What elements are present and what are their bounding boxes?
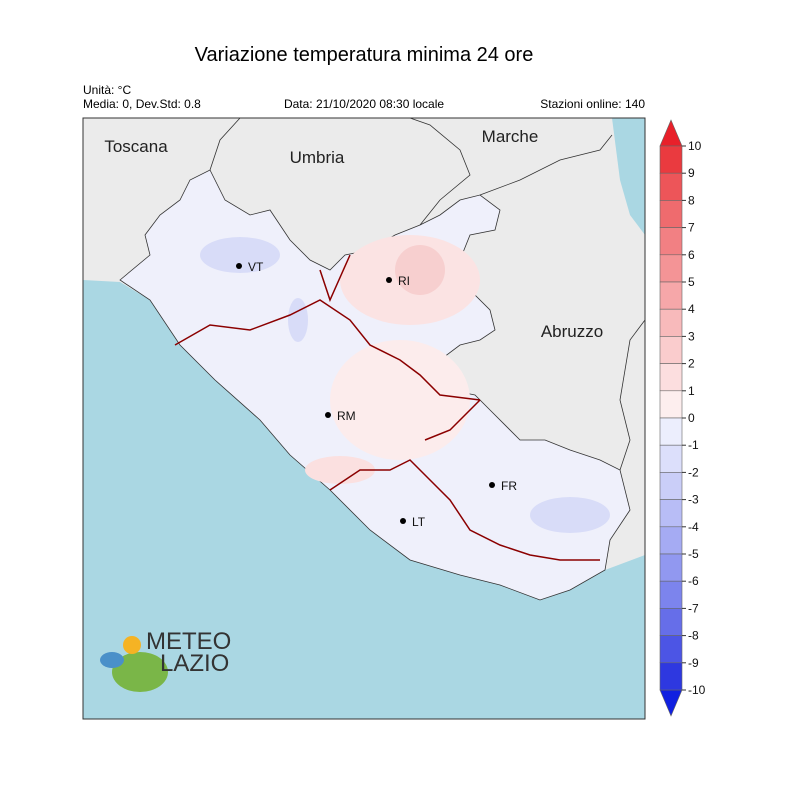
province-border xyxy=(424,399,481,441)
colorbar-tick-label: 1 xyxy=(688,384,695,398)
date: Data: 21/10/2020 08:30 locale xyxy=(284,97,444,111)
colorbar-box xyxy=(659,526,683,555)
colorbar-box xyxy=(659,336,683,364)
colorbar-tick-label: 9 xyxy=(688,166,695,180)
colorbar-box xyxy=(659,281,683,310)
title: Variazione temperatura minima 24 ore xyxy=(195,44,534,66)
colorbar-box xyxy=(659,363,683,392)
colorbar-tick-label: -7 xyxy=(688,601,699,615)
stations: Stazioni online: 140 xyxy=(540,97,645,111)
region-label: Umbria xyxy=(290,148,345,167)
colorbar-tick-label: 8 xyxy=(688,193,695,207)
colorbar-box xyxy=(659,608,683,636)
colorbar-box xyxy=(659,227,683,256)
city-dot xyxy=(400,518,406,524)
logo-text: LAZIO xyxy=(160,650,229,677)
colorbar-box xyxy=(659,472,683,500)
region-border xyxy=(209,118,241,171)
colorbar-box xyxy=(659,553,683,582)
colorbar-box xyxy=(659,308,683,337)
colorbar-tick-label: -5 xyxy=(688,547,699,561)
province-border xyxy=(319,254,351,303)
region-label: Marche xyxy=(482,127,539,146)
region-border xyxy=(619,319,645,471)
colorbar-tick-label: 10 xyxy=(688,139,702,153)
region-border xyxy=(409,118,471,226)
unit: Unità: °C xyxy=(83,83,131,97)
colorbar-tick-label: -8 xyxy=(688,629,699,643)
colorbar-box xyxy=(659,499,683,528)
colorbar-tick-label: 5 xyxy=(688,275,695,289)
city-dot xyxy=(236,263,242,269)
province-border xyxy=(329,459,600,561)
colorbar-tick-label: 0 xyxy=(688,411,695,425)
region-label: Abruzzo xyxy=(541,322,603,341)
logo-sun xyxy=(123,636,141,654)
logo-text: METEO xyxy=(146,628,231,655)
warm-area xyxy=(330,340,470,460)
colorbar-box xyxy=(659,200,683,228)
city-dot xyxy=(325,412,331,418)
colorbar-box xyxy=(659,145,683,174)
map-frame xyxy=(82,117,646,720)
region-label: Toscana xyxy=(104,137,168,156)
cold-area xyxy=(530,497,610,533)
warm-area xyxy=(305,456,375,484)
colorbar-box xyxy=(659,390,683,419)
colorbar-tick-label: -2 xyxy=(688,465,699,479)
colorbar-tick-label: 2 xyxy=(688,357,695,371)
cold-area xyxy=(200,237,280,273)
city-dot xyxy=(386,277,392,283)
logo-cloud xyxy=(100,652,124,668)
colorbar-tick-label: 6 xyxy=(688,248,695,262)
cold-area xyxy=(288,298,308,342)
colorbar-box xyxy=(659,662,683,691)
city-label: FR xyxy=(501,479,517,493)
city-label: LT xyxy=(412,515,426,529)
city-label: RM xyxy=(337,409,356,423)
colorbar-box xyxy=(659,580,683,609)
colorbar-tick-label: 7 xyxy=(688,221,695,235)
stats: Media: 0, Dev.Std: 0.8 xyxy=(83,97,201,111)
colorbar-box xyxy=(659,172,683,201)
colorbar-box xyxy=(659,444,683,473)
colorbar-tick-label: -6 xyxy=(688,574,699,588)
colorbar-tick-label: -3 xyxy=(688,493,699,507)
colorbar-tick-label: -10 xyxy=(688,683,706,697)
colorbar-tick-label: 4 xyxy=(688,302,695,316)
colorbar-box xyxy=(659,417,683,446)
city-label: VT xyxy=(248,260,264,274)
logo: METEO LAZIO xyxy=(100,628,231,692)
colorbar-tick-label: -9 xyxy=(688,656,699,670)
region-border xyxy=(479,134,613,196)
province-border xyxy=(174,299,481,401)
sea xyxy=(612,118,645,235)
colorbar-tick-label: -1 xyxy=(688,438,699,452)
colorbar-box xyxy=(659,635,683,664)
warm-area xyxy=(395,245,445,295)
colorbar-tick-label: -4 xyxy=(688,520,699,534)
city-dot xyxy=(489,482,495,488)
map: Toscana Umbria Marche Abruzzo VT RI RM LT FR xyxy=(82,117,646,720)
colorbar-tick-label: 3 xyxy=(688,329,695,343)
sea xyxy=(83,280,645,719)
city-label: RI xyxy=(398,274,410,288)
colorbar-box xyxy=(659,254,683,283)
logo-shape xyxy=(112,652,168,692)
